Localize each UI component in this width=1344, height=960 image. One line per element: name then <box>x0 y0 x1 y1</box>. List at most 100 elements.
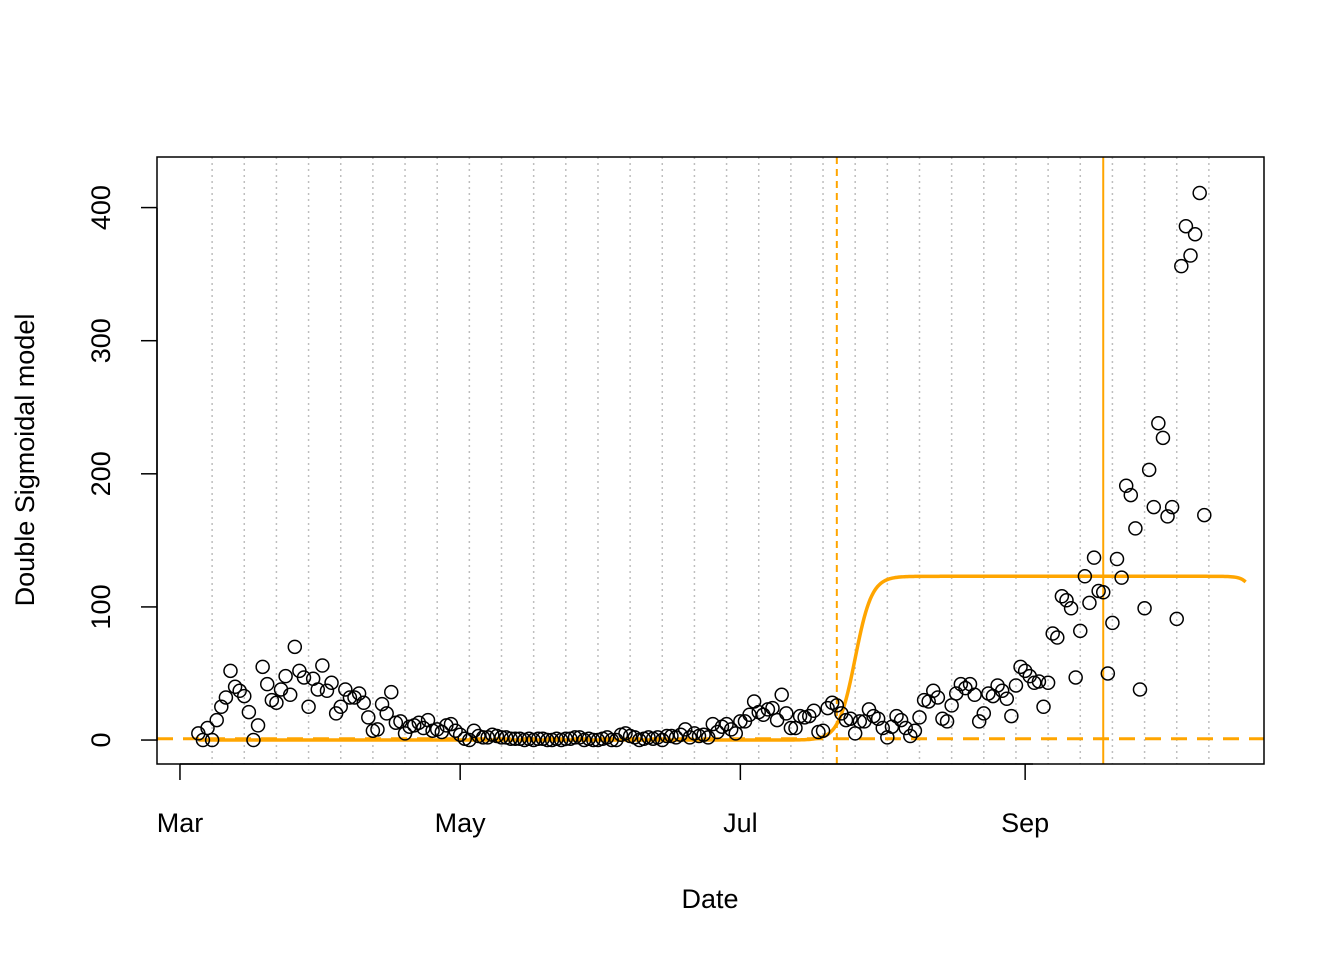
data-point <box>1114 570 1129 585</box>
data-point <box>1146 499 1162 515</box>
data-point <box>558 731 574 746</box>
x-axis-ticks: Mar May Jul Sep <box>157 764 1049 838</box>
data-point <box>1132 682 1148 697</box>
data-point <box>1183 248 1198 263</box>
data-point <box>1178 218 1194 234</box>
data-point <box>1187 226 1203 242</box>
data-point <box>1155 430 1171 446</box>
data-point <box>971 714 987 729</box>
data-point <box>1151 415 1166 431</box>
data-point <box>912 710 927 725</box>
data-point <box>723 722 739 737</box>
data-point <box>301 699 316 715</box>
data-points <box>191 185 1212 748</box>
data-point <box>379 706 394 721</box>
data-point <box>1013 659 1028 675</box>
data-point <box>310 682 326 697</box>
data-point <box>870 711 886 726</box>
data-point <box>1109 551 1125 567</box>
data-point <box>999 691 1015 707</box>
data-point <box>282 687 298 703</box>
x-axis-label: Date <box>681 884 738 914</box>
data-point <box>1192 185 1207 201</box>
data-point <box>815 723 831 738</box>
data-point <box>673 727 688 742</box>
data-point <box>1141 462 1157 478</box>
data-point <box>742 707 757 722</box>
data-point <box>342 690 358 705</box>
data-point <box>1054 589 1070 604</box>
data-point <box>1077 569 1093 584</box>
data-point <box>361 710 376 725</box>
y-axis-ticks: 0 100 200 300 400 <box>86 185 157 748</box>
data-point <box>994 683 1010 699</box>
data-point <box>1100 666 1116 681</box>
data-point <box>1040 675 1056 691</box>
data-point <box>1169 611 1184 627</box>
data-point <box>246 732 261 748</box>
data-point <box>783 720 799 736</box>
data-point <box>1164 499 1180 515</box>
data-point <box>1004 708 1019 724</box>
data-point <box>705 716 721 732</box>
data-point <box>1045 626 1060 641</box>
data-point <box>214 699 229 715</box>
x-tick-label: Jul <box>723 808 758 838</box>
data-point <box>315 658 330 673</box>
data-point <box>1063 601 1079 616</box>
data-point <box>232 683 247 699</box>
data-point <box>204 732 220 748</box>
data-point <box>677 722 693 737</box>
y-tick-label: 300 <box>86 318 116 363</box>
data-point <box>907 723 923 738</box>
data-point <box>765 700 780 716</box>
data-point <box>278 668 293 684</box>
data-point <box>655 732 670 748</box>
data-point <box>820 700 835 716</box>
data-point <box>1095 585 1111 600</box>
data-point <box>374 696 390 712</box>
data-point <box>1068 670 1083 685</box>
data-point <box>255 659 270 675</box>
data-point <box>218 690 234 705</box>
data-point <box>475 730 491 745</box>
x-tick-label: May <box>435 808 487 838</box>
data-point <box>319 683 335 699</box>
data-point <box>1123 487 1139 503</box>
data-point <box>503 731 518 746</box>
data-point <box>411 715 427 730</box>
weekly-gridlines <box>211 157 1210 764</box>
data-point <box>586 732 601 748</box>
data-point <box>462 732 477 748</box>
data-point <box>494 730 509 745</box>
data-point <box>843 711 858 726</box>
data-point <box>806 703 822 718</box>
data-point <box>384 684 399 700</box>
data-point <box>898 720 913 736</box>
data-point <box>719 716 734 732</box>
data-point <box>1160 509 1175 524</box>
data-point <box>237 688 252 704</box>
x-tick-label: Sep <box>1001 808 1049 838</box>
data-point <box>209 712 224 728</box>
data-point <box>903 728 918 744</box>
data-point <box>829 698 845 713</box>
data-point <box>1036 699 1051 715</box>
data-point <box>1174 258 1189 274</box>
data-point <box>976 706 992 721</box>
data-point <box>508 731 523 746</box>
data-point <box>1197 507 1212 523</box>
data-point <box>250 718 266 733</box>
data-point <box>416 720 431 736</box>
x-tick-label: Mar <box>157 808 204 838</box>
data-point <box>1086 550 1102 565</box>
y-tick-label: 0 <box>86 733 116 748</box>
data-point <box>370 722 385 737</box>
data-point <box>659 728 675 744</box>
data-point <box>351 686 367 701</box>
reference-lines <box>157 157 1264 764</box>
y-tick-label: 100 <box>86 584 116 629</box>
data-point <box>567 730 583 745</box>
data-point <box>1059 593 1074 608</box>
